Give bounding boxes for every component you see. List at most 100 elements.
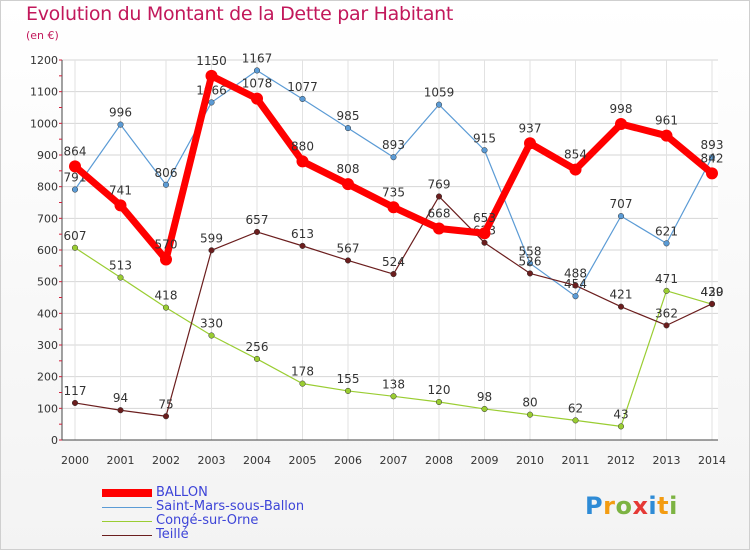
- legend-item-saint-mars: Saint-Mars-sous-Ballon: [102, 500, 304, 514]
- data-label: 864: [64, 144, 87, 158]
- data-point: [526, 260, 534, 267]
- data-label: 842: [701, 151, 724, 165]
- x-tick-label: 2013: [653, 454, 681, 467]
- data-point: [660, 129, 673, 142]
- legend-swatch: [102, 506, 152, 508]
- data-point: [117, 274, 124, 281]
- data-point: [526, 411, 534, 418]
- data-point: [572, 293, 579, 300]
- data-label: 915: [473, 131, 496, 145]
- x-tick-label: 2012: [607, 454, 635, 467]
- data-point: [299, 95, 306, 102]
- data-point: [208, 247, 215, 254]
- data-label: 256: [246, 340, 269, 354]
- data-point: [433, 222, 445, 235]
- data-label: 567: [337, 241, 360, 255]
- data-label: 330: [200, 317, 223, 331]
- data-point: [708, 300, 716, 307]
- data-point: [296, 155, 309, 168]
- data-label: 429: [701, 285, 724, 299]
- data-point: [117, 121, 124, 128]
- data-point: [435, 193, 443, 200]
- data-label: 43: [613, 407, 628, 421]
- x-tick-label: 2003: [198, 454, 226, 467]
- data-point: [615, 117, 627, 130]
- data-point: [435, 398, 443, 406]
- y-tick-label: 500: [37, 276, 58, 289]
- legend-swatch: [102, 520, 152, 522]
- data-point: [708, 154, 716, 161]
- data-point: [617, 213, 625, 220]
- x-tick-label: 2014: [698, 454, 726, 467]
- data-label: 893: [701, 138, 724, 152]
- data-point: [617, 423, 625, 430]
- data-label: 155: [337, 372, 360, 386]
- data-point: [390, 154, 397, 161]
- data-point: [162, 181, 170, 188]
- data-point: [706, 167, 718, 180]
- data-label: 613: [291, 227, 314, 241]
- legend-item-conge: Congé-sur-Orne: [102, 514, 304, 528]
- data-point: [435, 101, 443, 108]
- x-tick-label: 2008: [425, 454, 453, 467]
- data-label: 98: [477, 390, 492, 404]
- legend-swatch: [102, 489, 152, 497]
- data-point: [162, 304, 170, 311]
- data-point: [387, 201, 400, 214]
- y-tick-label: 1000: [30, 117, 58, 130]
- data-point: [71, 244, 79, 251]
- data-point: [572, 282, 579, 289]
- legend-label: Saint-Mars-sous-Ballon: [156, 499, 305, 514]
- legend-label: BALLON: [156, 485, 208, 500]
- data-label: 599: [200, 231, 223, 245]
- data-label: 1078: [242, 77, 273, 91]
- x-tick-label: 2010: [516, 454, 544, 467]
- data-label: 488: [564, 266, 587, 280]
- data-point: [253, 228, 261, 235]
- data-point: [69, 160, 81, 173]
- data-label: 668: [428, 206, 451, 220]
- x-tick-label: 2000: [61, 454, 89, 467]
- data-point: [569, 163, 582, 176]
- data-point: [390, 393, 397, 400]
- data-label: 996: [109, 106, 132, 120]
- data-label: 471: [655, 272, 678, 286]
- x-tick-label: 2007: [380, 454, 408, 467]
- data-point: [572, 417, 579, 424]
- data-label: 998: [610, 102, 633, 116]
- x-tick-label: 2009: [471, 454, 499, 467]
- data-point: [478, 227, 491, 240]
- data-label: 94: [113, 391, 128, 405]
- y-tick-label: 1100: [30, 86, 58, 99]
- data-label: 120: [428, 383, 451, 397]
- y-tick-label: 200: [37, 371, 58, 384]
- data-point: [205, 69, 218, 82]
- data-label: 621: [655, 224, 678, 238]
- data-label: 558: [519, 244, 542, 258]
- data-point: [617, 303, 625, 310]
- data-point: [117, 407, 124, 414]
- chart-title: Evolution du Montant de la Dette par Hab…: [26, 3, 454, 25]
- legend: BALLON Saint-Mars-sous-Ballon Congé-sur-…: [102, 486, 304, 542]
- data-point: [524, 137, 536, 150]
- legend-label: Congé-sur-Orne: [156, 513, 259, 528]
- data-point: [344, 257, 352, 264]
- data-label: 362: [655, 306, 678, 320]
- y-tick-label: 1200: [30, 54, 58, 67]
- y-tick-label: 600: [37, 244, 58, 257]
- legend-swatch: [102, 534, 152, 536]
- y-tick-label: 100: [37, 402, 58, 415]
- data-label: 430: [701, 285, 724, 299]
- y-tick-label: 0: [51, 434, 58, 447]
- data-point: [663, 287, 670, 294]
- data-label: 961: [655, 114, 678, 128]
- data-label: 808: [337, 162, 360, 176]
- data-point: [663, 322, 670, 329]
- x-tick-label: 2002: [152, 454, 180, 467]
- x-tick-label: 2011: [562, 454, 590, 467]
- data-label: 653: [473, 211, 496, 225]
- data-label: 607: [64, 229, 87, 243]
- legend-label: Teillé: [156, 527, 189, 542]
- data-label: 178: [291, 365, 314, 379]
- data-point: [390, 271, 397, 278]
